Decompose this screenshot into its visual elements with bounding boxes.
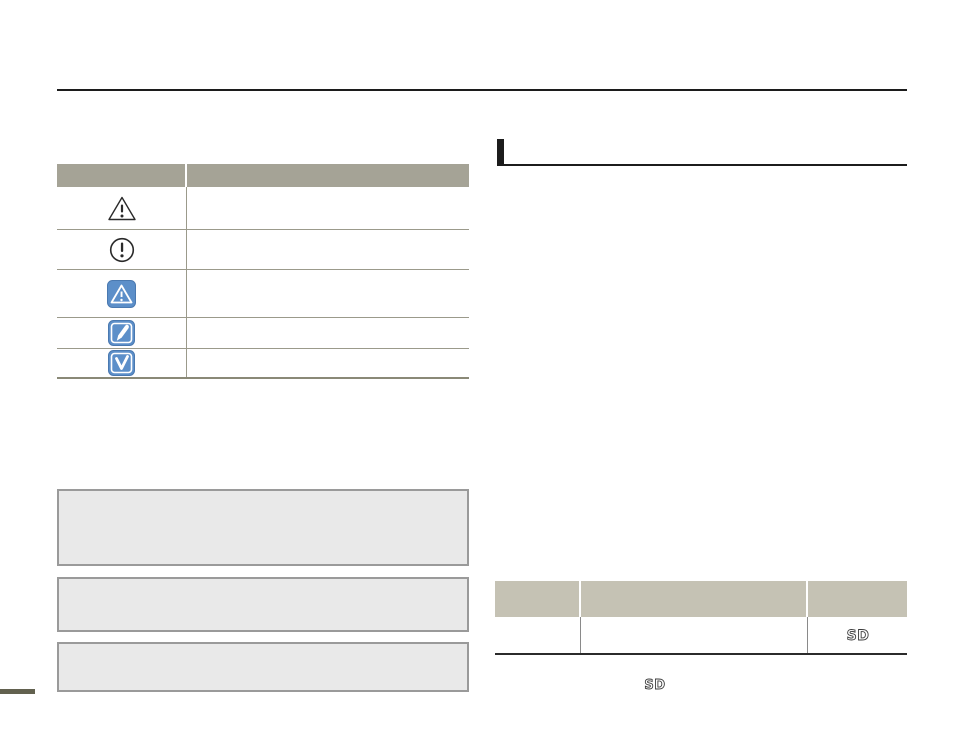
table-cell-description	[187, 187, 469, 229]
section-heading-bar	[497, 139, 504, 165]
table-cell-icon	[57, 318, 187, 348]
table-row	[57, 349, 469, 377]
caution-circle-icon	[109, 237, 135, 263]
note-pencil-icon	[108, 320, 135, 346]
note-box	[57, 577, 469, 632]
section-heading-rule	[497, 164, 907, 166]
memory-card-table-header-cell	[495, 581, 579, 617]
note-box	[57, 489, 469, 566]
table-cell	[581, 617, 808, 653]
memory-card-table-header-cell	[581, 581, 806, 617]
symbol-table-header-cell	[187, 164, 469, 187]
caution-blue-square-icon	[107, 279, 136, 308]
table-row	[57, 318, 469, 349]
check-mark-icon	[108, 350, 135, 376]
sd-logo-text: SD	[644, 678, 665, 693]
sd-card-logo-caption: SD	[641, 675, 669, 693]
table-cell-icon	[57, 187, 187, 229]
page-tab-marker	[0, 689, 35, 694]
sd-card-logo: SD	[843, 626, 873, 644]
symbol-table-header	[57, 164, 469, 187]
table-row: SD	[495, 617, 907, 655]
table-cell-description	[187, 270, 469, 317]
table-row	[57, 187, 469, 230]
table-row	[57, 230, 469, 270]
table-cell-description	[187, 349, 469, 377]
table-cell-description	[187, 230, 469, 269]
warning-triangle-icon	[107, 195, 137, 222]
memory-card-table: SD	[495, 581, 907, 655]
table-cell-description	[187, 318, 469, 348]
table-cell-icon	[57, 270, 187, 317]
table-cell-icon	[57, 349, 187, 377]
note-box	[57, 642, 469, 692]
symbol-table-header-cell	[57, 164, 185, 187]
table-cell	[495, 617, 581, 653]
memory-card-table-header-cell	[808, 581, 907, 617]
table-row	[57, 270, 469, 318]
table-cell-icon	[57, 230, 187, 269]
page-top-rule	[57, 89, 907, 91]
sd-logo-text: SD	[846, 628, 869, 644]
table-cell: SD	[808, 617, 907, 653]
memory-card-table-header	[495, 581, 907, 617]
symbol-table	[57, 164, 469, 379]
